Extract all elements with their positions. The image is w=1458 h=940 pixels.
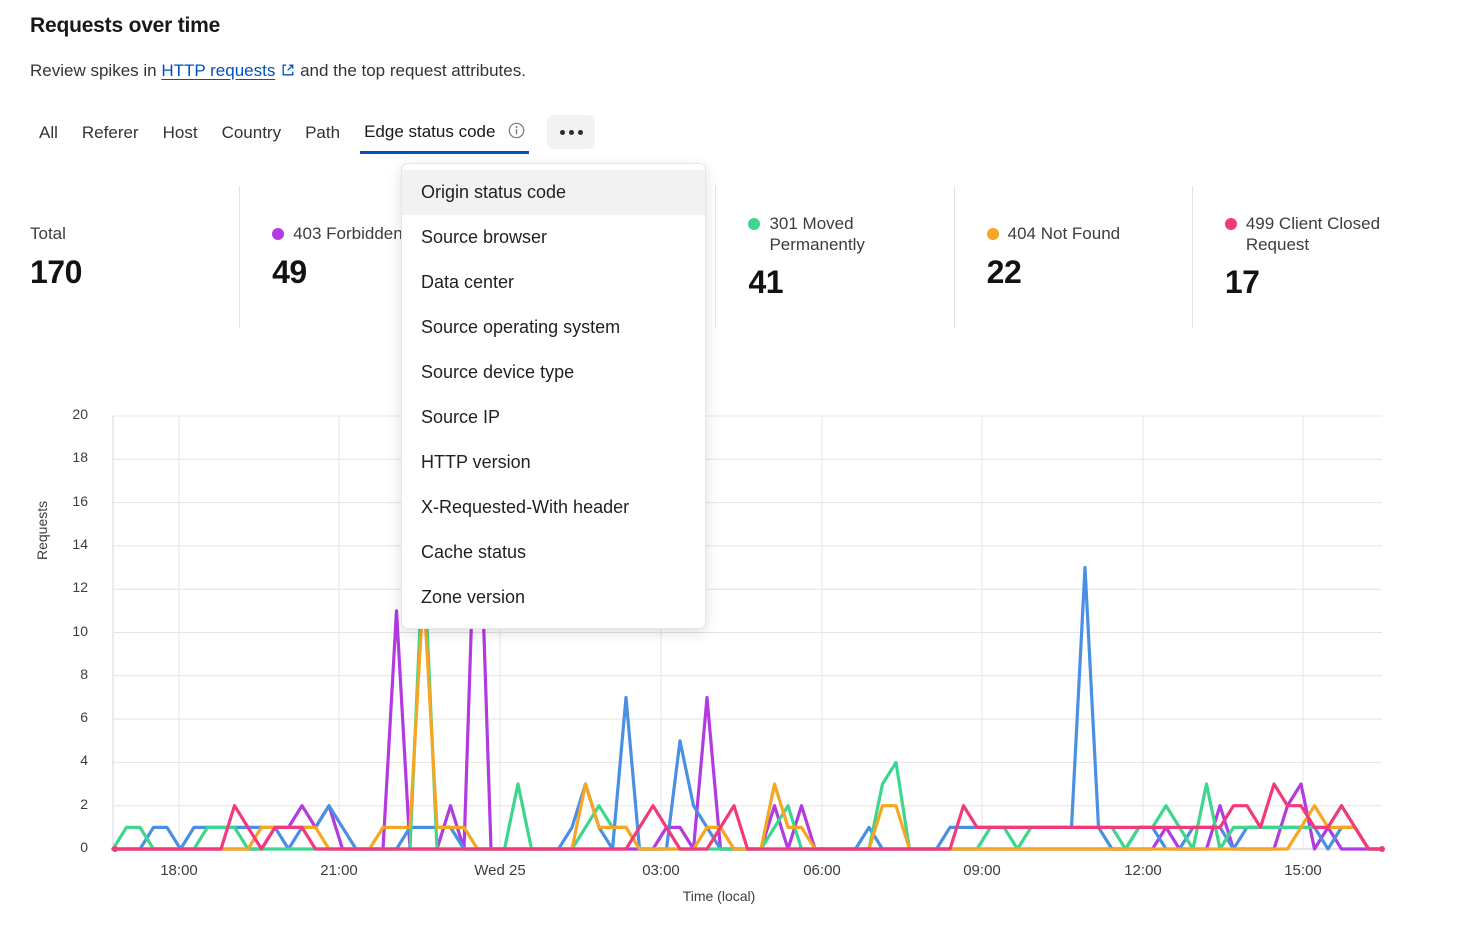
stat-label-text: 499 Client Closed Request (1245, 213, 1381, 254)
tab-edge-status-code[interactable]: Edge status code (352, 118, 537, 154)
dropdown-item-data-center[interactable]: Data center (421, 272, 515, 292)
tab-label: Referer (81, 123, 139, 142)
y-tick-label: 12 (72, 579, 88, 596)
y-tick-label: 20 (72, 406, 88, 422)
series-color-dot-icon (1224, 213, 1237, 230)
tab-all[interactable]: All (27, 119, 70, 153)
stat-404-not-found: 404 Not Found 22 (953, 186, 1192, 328)
stat-label-text: Total (30, 224, 66, 244)
series-end-dot (1379, 846, 1385, 852)
dropdown-item-source-browser[interactable]: Source browser (421, 227, 548, 247)
attribute-dropdown-menu[interactable]: Origin status code Source browser Data cen… (401, 163, 706, 629)
x-tick-label: 21:00 (320, 862, 358, 879)
stat-label: 499 Client Closed Request (1224, 213, 1405, 256)
series-line-301-moved-permanently (111, 544, 1384, 851)
ellipsis-dot (577, 129, 583, 135)
tab-country[interactable]: Country (210, 119, 294, 153)
series-color-dot-icon (748, 213, 761, 230)
tab-label: All (39, 123, 58, 142)
y-tick-label: 8 (80, 665, 88, 682)
stat-label: 403 Forbidden (272, 223, 477, 244)
tab-label: Edge status code (364, 122, 496, 141)
tab-label: Path (305, 123, 341, 142)
dropdown-item-origin-status-code[interactable]: Origin status code (402, 170, 705, 215)
y-tick-label: 18 (72, 449, 88, 466)
series-color-dot-icon (986, 223, 999, 241)
stat-label-text: 301 Moved Permanently (769, 213, 865, 254)
y-tick-label: 14 (72, 535, 88, 552)
y-tick-label: 4 (80, 752, 88, 769)
page-subtitle: Review spikes in HTTP requests and the t… (30, 61, 526, 82)
stat-value: 17 (1224, 264, 1260, 301)
stat-value: 22 (986, 253, 1022, 290)
stat-301-moved-permanently: 301 Moved Permanently 41 (715, 186, 953, 328)
stat-value: 41 (748, 264, 784, 301)
dropdown-item-x-requested-with-header[interactable]: X-Requested-With header (421, 497, 630, 517)
series-color-dot-icon (272, 223, 285, 241)
external-link-icon (281, 62, 295, 82)
tab-referer[interactable]: Referer (70, 119, 151, 153)
stat-label-text: 404 Not Found (1007, 224, 1121, 244)
dropdown-item-cache-status[interactable]: Cache status (421, 542, 527, 562)
stat-403-forbidden: 403 Forbidden 49 (239, 186, 477, 328)
stat-total: Total 170 (30, 186, 239, 328)
y-tick-label: 2 (80, 795, 88, 812)
dropdown-item-source-ip[interactable]: Source IP (421, 407, 501, 427)
y-tick-label: 16 (72, 492, 88, 509)
dropdown-item-source-device-type[interactable]: Source device type (421, 362, 575, 382)
series-start-dot (112, 846, 118, 852)
dropdown-item-http-version[interactable]: HTTP version (421, 452, 531, 472)
x-tick-label: 03:00 (642, 862, 680, 879)
subtitle-prefix: Review spikes in (30, 61, 162, 80)
page-title: Requests over time (30, 14, 221, 37)
x-tick-label: 09:00 (963, 862, 1001, 879)
requests-line-chart (0, 396, 1458, 916)
x-tick-label: Wed 25 (474, 862, 526, 879)
y-tick-label: 0 (80, 839, 88, 855)
y-tick-label: 6 (80, 709, 88, 726)
chart-canvas (111, 415, 1385, 852)
series-line-499-client-closed-request (111, 782, 1384, 851)
dropdown-item-zone-version[interactable]: Zone version (421, 587, 526, 607)
stat-label: Total (30, 223, 239, 244)
tab-label: Country (221, 123, 282, 142)
stat-label-text: 403 Forbidden (293, 224, 403, 244)
http-requests-link[interactable]: HTTP requests (161, 61, 276, 80)
summary-stats: Total 170 403 Forbidden 49 200 OK 41 301… (30, 186, 1430, 328)
stat-value: 170 (30, 253, 82, 290)
series-line-403-forbidden (111, 436, 1384, 851)
stat-label: 301 Moved Permanently (748, 213, 928, 256)
tab-path[interactable]: Path (293, 119, 352, 153)
more-attributes-button[interactable] (547, 115, 596, 149)
x-tick-label: 18:00 (160, 862, 198, 879)
x-axis-label: Time (local) (682, 888, 756, 904)
info-circle-icon[interactable] (508, 122, 525, 144)
tab-label: Host (162, 123, 198, 142)
subtitle-suffix: and the top request attributes. (295, 61, 526, 80)
x-tick-label: 15:00 (1284, 862, 1322, 879)
ellipsis-dot (568, 129, 574, 135)
x-tick-label: 06:00 (803, 862, 841, 879)
ellipsis-dot (559, 129, 565, 135)
attribute-tabs: All Referer Host Country Path Edge statu… (27, 115, 596, 154)
stat-value: 49 (272, 253, 307, 290)
stat-499-client-closed-request: 499 Client Closed Request 17 (1191, 186, 1430, 328)
y-tick-label: 10 (72, 622, 88, 639)
stat-label: 404 Not Found (986, 223, 1192, 244)
tab-host[interactable]: Host (151, 119, 210, 153)
dropdown-item-source-operating-system[interactable]: Source operating system (421, 317, 621, 337)
x-tick-label: 12:00 (1124, 862, 1162, 879)
